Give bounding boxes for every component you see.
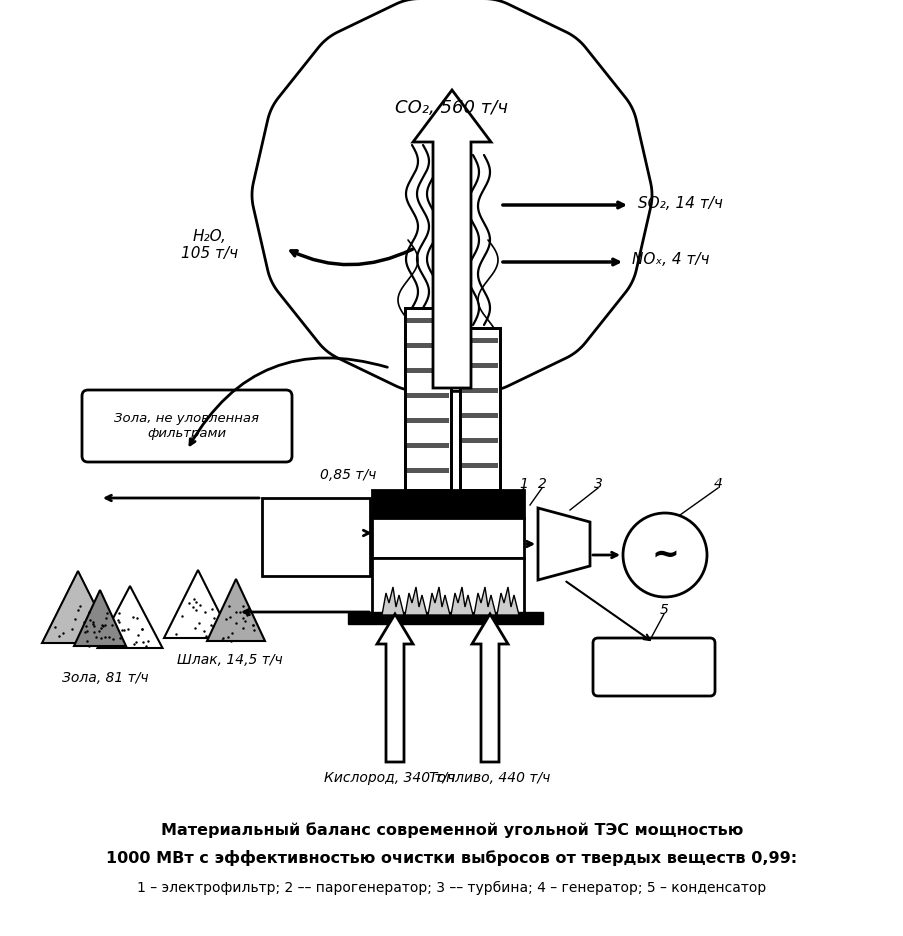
Text: 3: 3 [593, 477, 601, 491]
Bar [461, 363, 498, 368]
Polygon shape [207, 579, 265, 641]
Bar [461, 463, 498, 468]
Polygon shape [163, 570, 232, 638]
Polygon shape [451, 587, 472, 615]
Text: H₂O,
105 т/ч: H₂O, 105 т/ч [182, 228, 238, 261]
Bar [461, 388, 498, 393]
Text: SO₂, 14 т/ч: SO₂, 14 т/ч [638, 196, 722, 211]
Bar [406, 418, 449, 423]
Bar [461, 413, 498, 418]
Text: Материальный баланс современной угольной ТЭС мощностью: Материальный баланс современной угольной… [161, 822, 742, 838]
Bar [460, 328, 499, 490]
Bar [406, 318, 449, 323]
Bar [461, 338, 498, 343]
Polygon shape [252, 0, 651, 391]
FancyArrow shape [413, 90, 490, 388]
Polygon shape [382, 587, 404, 615]
Bar [406, 368, 449, 373]
Bar [405, 308, 451, 490]
Polygon shape [74, 590, 126, 646]
Text: 1000 МВт с эффективностью очистки выбросов от твердых веществ 0,99:: 1000 МВт с эффективностью очистки выброс… [107, 850, 796, 866]
Bar [406, 343, 449, 348]
Text: Шлак, 14,5 т/ч: Шлак, 14,5 т/ч [177, 653, 283, 667]
Bar [348, 612, 543, 624]
Bar [406, 393, 449, 398]
Polygon shape [98, 586, 163, 648]
Polygon shape [42, 571, 114, 643]
Text: 5: 5 [659, 603, 667, 617]
Bar [372, 518, 524, 558]
Text: 0,85 т/ч: 0,85 т/ч [320, 468, 376, 482]
Polygon shape [473, 587, 496, 615]
Circle shape [622, 513, 706, 597]
Polygon shape [405, 587, 426, 615]
Bar [262, 498, 369, 576]
Bar [406, 468, 449, 473]
Text: ~: ~ [650, 538, 678, 572]
Bar [405, 308, 451, 490]
Text: Топливо, 440 т/ч: Топливо, 440 т/ч [429, 771, 550, 785]
Text: 2: 2 [537, 477, 545, 491]
Text: 1: 1 [519, 477, 528, 491]
Bar [461, 438, 498, 443]
Polygon shape [427, 587, 450, 615]
FancyArrow shape [377, 614, 413, 762]
Text: Кислород, 340 т/ч: Кислород, 340 т/ч [324, 771, 455, 785]
Bar [460, 328, 499, 490]
Text: CO₂, 560 т/ч: CO₂, 560 т/ч [396, 99, 507, 117]
FancyBboxPatch shape [592, 638, 714, 696]
Text: 1 – электрофильтр; 2 –– парогенератор; 3 –– турбина; 4 – генератор; 5 – конденса: 1 – электрофильтр; 2 –– парогенератор; 3… [137, 881, 766, 895]
Bar [372, 558, 524, 615]
Polygon shape [497, 587, 518, 615]
Polygon shape [537, 508, 590, 580]
Bar [406, 443, 449, 448]
Text: NOₓ, 4 т/ч: NOₓ, 4 т/ч [631, 253, 709, 268]
Text: Зола, 81 т/ч: Зола, 81 т/ч [61, 671, 148, 685]
FancyBboxPatch shape [82, 390, 292, 462]
FancyArrow shape [471, 614, 507, 762]
Text: Зола, не уловленная
фильтрами: Зола, не уловленная фильтрами [115, 412, 259, 440]
Text: 4: 4 [712, 477, 721, 491]
Bar [372, 490, 524, 518]
